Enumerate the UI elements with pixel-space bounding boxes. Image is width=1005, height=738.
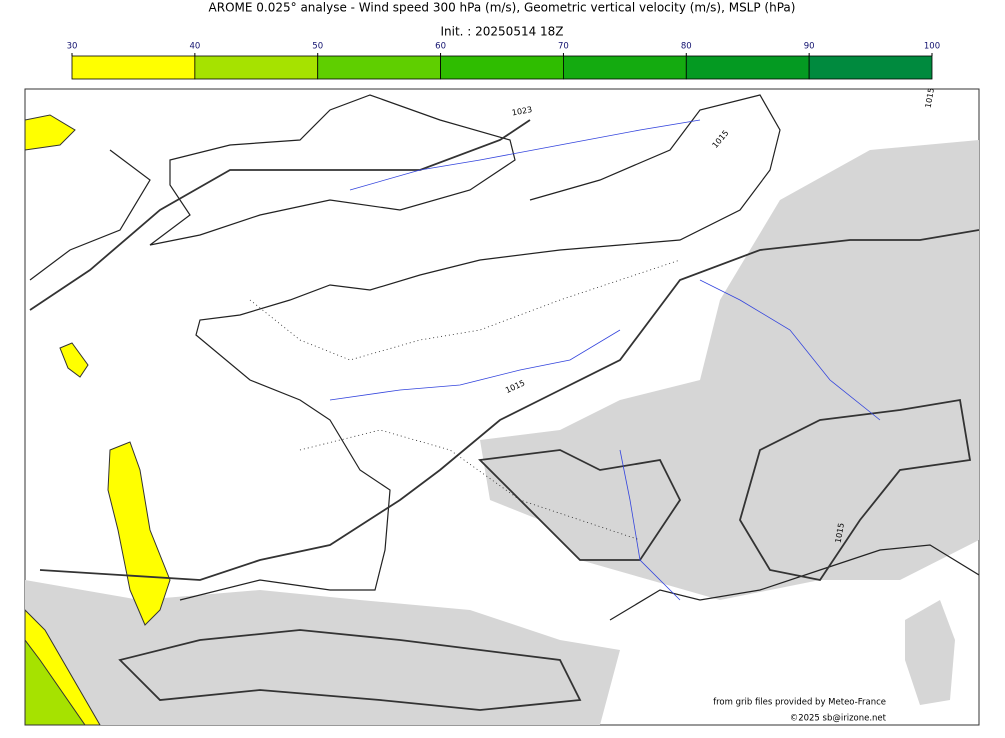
colorbar-tick-label: 100 [924,42,940,52]
jet-area [107,441,171,626]
gray-area [25,580,620,725]
isobar [739,398,972,582]
copyright: ©2025 sb@irizone.net [790,714,887,724]
gray-area [905,600,955,705]
river [699,279,881,421]
isobar [29,119,531,311]
coastline [149,94,516,246]
isobar [118,629,582,711]
colorbar-swatch [440,55,564,80]
isobar-label: 1023 [511,105,533,117]
init-time: Init. : 20250514 18Z [440,25,563,39]
colorbar-tick-label: 30 [67,42,78,52]
colorbar-tick-label: 80 [681,42,692,52]
colorbar-tick-label: 70 [558,42,569,52]
jet-area [59,342,89,378]
isobar [478,449,682,561]
colorbar-swatch [685,55,810,80]
river [619,449,681,601]
source-credit: from grib files provided by Meteo-France [713,698,886,708]
jet-area [25,114,76,151]
title: AROME 0.025° analyse - Wind speed 300 hP… [209,1,796,15]
isobar [39,229,979,581]
river [329,329,621,401]
river [349,119,701,191]
colorbar-swatch [563,55,687,80]
map: 1023 1015 1015 1015 1015 from grib files… [24,87,980,726]
isobar-label: 1015 [924,87,936,109]
isobar-label: 1015 [834,522,846,544]
border [299,429,641,541]
coastline [609,544,979,621]
colorbar-tick-label: 90 [804,42,815,52]
colorbar-tick-label: 40 [189,42,200,52]
colorbar-tick-label: 60 [435,42,446,52]
colorbar-swatch [71,55,196,80]
coastline [29,149,151,281]
colorbar-swatch [194,55,319,80]
colorbar: 30 40 50 60 70 80 90 100 [67,42,940,80]
gray-area [480,140,979,600]
colorbar-swatch [317,55,441,80]
colorbar-tick-label: 50 [312,42,323,52]
jet-area [25,639,86,725]
colorbar-swatch [808,55,933,80]
coastline [179,94,781,601]
